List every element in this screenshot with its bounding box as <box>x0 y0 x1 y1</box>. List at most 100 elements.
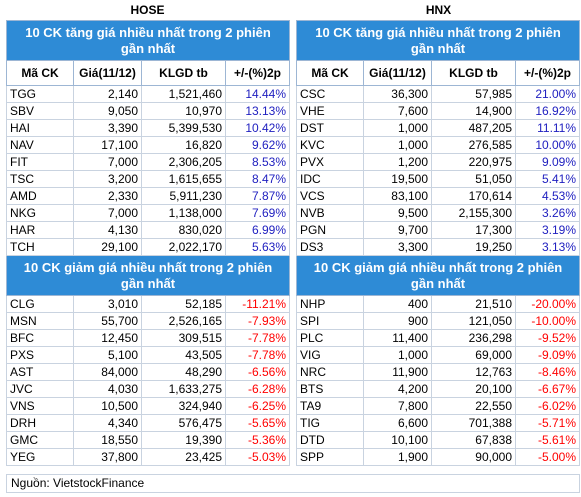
price-cell: 1,000 <box>363 136 432 154</box>
col-header-volume: KLGD tb <box>431 60 516 86</box>
symbol-cell: TIG <box>296 414 364 432</box>
col-header-symbol: Mã CK <box>296 60 364 86</box>
change-cell: -10.00% <box>514 312 581 330</box>
symbol-cell: AMD <box>6 187 74 205</box>
volume-cell: 67,838 <box>431 431 516 449</box>
table-row: TIG 6,600 701,388 -5.71% <box>296 414 581 432</box>
table-row: TCH 29,100 2,022,170 5.63% <box>6 238 291 256</box>
volume-cell: 17,300 <box>431 221 516 239</box>
losers-banner: 10 CK giảm giá nhiều nhất trong 2 phiên … <box>295 255 581 296</box>
table-row: FIT 7,000 2,306,205 8.53% <box>6 153 291 171</box>
table-row: VIG 1,000 69,000 -9.09% <box>296 346 581 364</box>
symbol-cell: CLG <box>6 295 74 313</box>
symbol-cell: NVB <box>296 204 364 222</box>
volume-cell: 121,050 <box>431 312 516 330</box>
volume-cell: 324,940 <box>141 397 226 415</box>
symbol-cell: DST <box>296 119 364 137</box>
table-row: KVC 1,000 276,585 10.00% <box>296 136 581 154</box>
change-cell: -8.46% <box>514 363 581 381</box>
volume-cell: 487,205 <box>431 119 516 137</box>
hose-gainers: 10 CK tăng giá nhiều nhất trong 2 phiên … <box>5 20 291 256</box>
volume-cell: 276,585 <box>431 136 516 154</box>
table-row: TGG 2,140 1,521,460 14.44% <box>6 85 291 103</box>
col-header-price: Giá(11/12) <box>73 60 142 86</box>
table-row: NKG 7,000 1,138,000 7.69% <box>6 204 291 222</box>
symbol-cell: PVX <box>296 153 364 171</box>
hose-title: HOSE <box>130 3 165 17</box>
volume-cell: 16,820 <box>141 136 226 154</box>
change-cell: -5.36% <box>224 431 291 449</box>
table-row: SPP 1,900 90,000 -5.00% <box>296 448 581 466</box>
table-row: NRC 11,900 12,763 -8.46% <box>296 363 581 381</box>
change-cell: 10.00% <box>514 136 581 154</box>
banner-row: 10 CK tăng giá nhiều nhất trong 2 phiên … <box>295 20 581 61</box>
change-cell: 13.13% <box>224 102 291 120</box>
table-row: VHE 7,600 14,900 16.92% <box>296 102 581 120</box>
price-cell: 9,500 <box>363 204 432 222</box>
symbol-cell: PXS <box>6 346 74 364</box>
col-header-change: +/-(%)2p <box>224 60 291 86</box>
table-row: DTD 10,100 67,838 -5.61% <box>296 431 581 449</box>
table-row: PLC 11,400 236,298 -9.52% <box>296 329 581 347</box>
table-row: BFC 12,450 309,515 -7.78% <box>6 329 291 347</box>
symbol-cell: NAV <box>6 136 74 154</box>
hose-losers: 10 CK giảm giá nhiều nhất trong 2 phiên … <box>5 255 291 466</box>
volume-cell: 20,100 <box>431 380 516 398</box>
hnx-gainers: 10 CK tăng giá nhiều nhất trong 2 phiên … <box>295 20 581 256</box>
price-cell: 84,000 <box>73 363 142 381</box>
volume-cell: 830,020 <box>141 221 226 239</box>
table-row: BTS 4,200 20,100 -6.67% <box>296 380 581 398</box>
price-cell: 10,100 <box>363 431 432 449</box>
change-cell: -6.02% <box>514 397 581 415</box>
banner-row: 10 CK giảm giá nhiều nhất trong 2 phiên … <box>295 255 581 296</box>
symbol-cell: KVC <box>296 136 364 154</box>
price-cell: 12,450 <box>73 329 142 347</box>
table-row: DRH 4,340 576,475 -5.65% <box>6 414 291 432</box>
price-cell: 1,200 <box>363 153 432 171</box>
volume-cell: 701,388 <box>431 414 516 432</box>
symbol-cell: CSC <box>296 85 364 103</box>
price-cell: 4,130 <box>73 221 142 239</box>
symbol-cell: HAR <box>6 221 74 239</box>
price-cell: 83,100 <box>363 187 432 205</box>
table-row: NAV 17,100 16,820 9.62% <box>6 136 291 154</box>
price-cell: 900 <box>363 312 432 330</box>
volume-cell: 52,185 <box>141 295 226 313</box>
volume-cell: 309,515 <box>141 329 226 347</box>
table-row: VCS 83,100 170,614 4.53% <box>296 187 581 205</box>
change-cell: 21.00% <box>514 85 581 103</box>
change-cell: -5.61% <box>514 431 581 449</box>
symbol-cell: VIG <box>296 346 364 364</box>
price-cell: 1,000 <box>363 346 432 364</box>
volume-cell: 51,050 <box>431 170 516 188</box>
symbol-cell: BFC <box>6 329 74 347</box>
change-cell: 9.62% <box>224 136 291 154</box>
hnx-table: 10 CK tăng giá nhiều nhất trong 2 phiên … <box>295 20 581 466</box>
price-cell: 3,300 <box>363 238 432 256</box>
change-cell: -7.93% <box>224 312 291 330</box>
change-cell: -5.71% <box>514 414 581 432</box>
price-cell: 7,000 <box>73 204 142 222</box>
losers-banner: 10 CK giảm giá nhiều nhất trong 2 phiên … <box>5 255 291 296</box>
change-cell: -11.21% <box>224 295 291 313</box>
price-cell: 9,700 <box>363 221 432 239</box>
price-cell: 4,340 <box>73 414 142 432</box>
change-cell: -9.09% <box>514 346 581 364</box>
col-header-symbol: Mã CK <box>6 60 74 86</box>
symbol-cell: SPP <box>296 448 364 466</box>
table-row: NVB 9,500 2,155,300 3.26% <box>296 204 581 222</box>
price-cell: 6,600 <box>363 414 432 432</box>
volume-cell: 21,510 <box>431 295 516 313</box>
price-cell: 29,100 <box>73 238 142 256</box>
change-cell: 3.26% <box>514 204 581 222</box>
gainers-banner: 10 CK tăng giá nhiều nhất trong 2 phiên … <box>295 20 581 61</box>
table-row: SPI 900 121,050 -10.00% <box>296 312 581 330</box>
table-row: SBV 9,050 10,970 13.13% <box>6 102 291 120</box>
change-cell: 3.19% <box>514 221 581 239</box>
table-row: PXS 5,100 43,505 -7.78% <box>6 346 291 364</box>
change-cell: 8.47% <box>224 170 291 188</box>
change-cell: 5.41% <box>514 170 581 188</box>
symbol-cell: DRH <box>6 414 74 432</box>
col-header-volume: KLGD tb <box>141 60 226 86</box>
hnx-losers: 10 CK giảm giá nhiều nhất trong 2 phiên … <box>295 255 581 466</box>
